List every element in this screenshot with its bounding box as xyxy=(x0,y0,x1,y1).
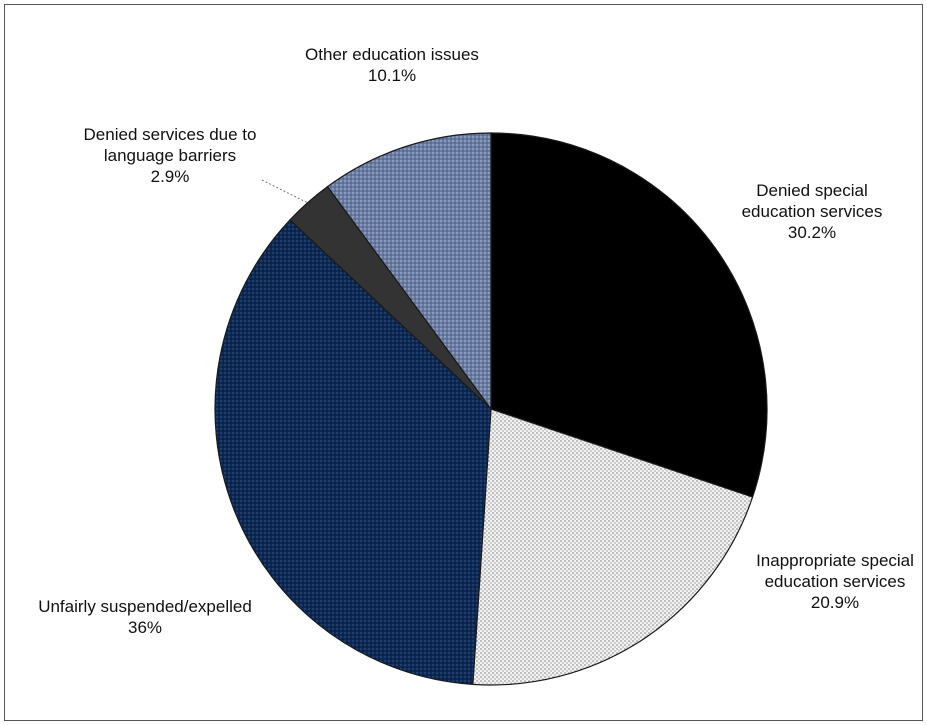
slice-value-denied-language: 2.9% xyxy=(151,167,190,186)
leader-lines xyxy=(261,179,309,204)
slice-label-unfairly-suspended: Unfairly suspended/expelled 36% xyxy=(38,597,252,637)
slice-value-unfairly-suspended: 36% xyxy=(128,618,162,637)
pie-slices xyxy=(214,132,768,686)
slice-label-line: education services xyxy=(765,572,906,591)
pie-slice-unfairly-suspended xyxy=(214,219,492,686)
slice-label-other-education: Other education issues 10.1% xyxy=(305,45,479,85)
slice-value-inappropriate-special: 20.9% xyxy=(811,593,859,612)
slice-label-line: Inappropriate special xyxy=(756,551,914,570)
pie-slice-inappropriate-special xyxy=(472,408,754,686)
slice-label-denied-special: Denied special education services 30.2% xyxy=(742,181,883,242)
slice-value-denied-special: 30.2% xyxy=(788,223,836,242)
slice-label-inappropriate-special: Inappropriate special education services 2… xyxy=(756,551,914,612)
slice-label-line: education services xyxy=(742,202,883,221)
slice-label-line: Other education issues xyxy=(305,45,479,64)
pie-slice-denied-special xyxy=(490,132,768,498)
slice-labels: Denied special education services 30.2% Ina… xyxy=(38,45,914,637)
slice-label-line: Denied services due to xyxy=(84,125,257,144)
slice-label-line: Unfairly suspended/expelled xyxy=(38,597,252,616)
slice-label-denied-language: Denied services due to language barriers 2… xyxy=(84,125,257,186)
pie-slice-other-education xyxy=(326,132,492,411)
slice-label-line: language barriers xyxy=(104,146,236,165)
leader-line-denied-language xyxy=(261,179,309,204)
slice-label-line: Denied special xyxy=(756,181,868,200)
slice-value-other-education: 10.1% xyxy=(368,66,416,85)
